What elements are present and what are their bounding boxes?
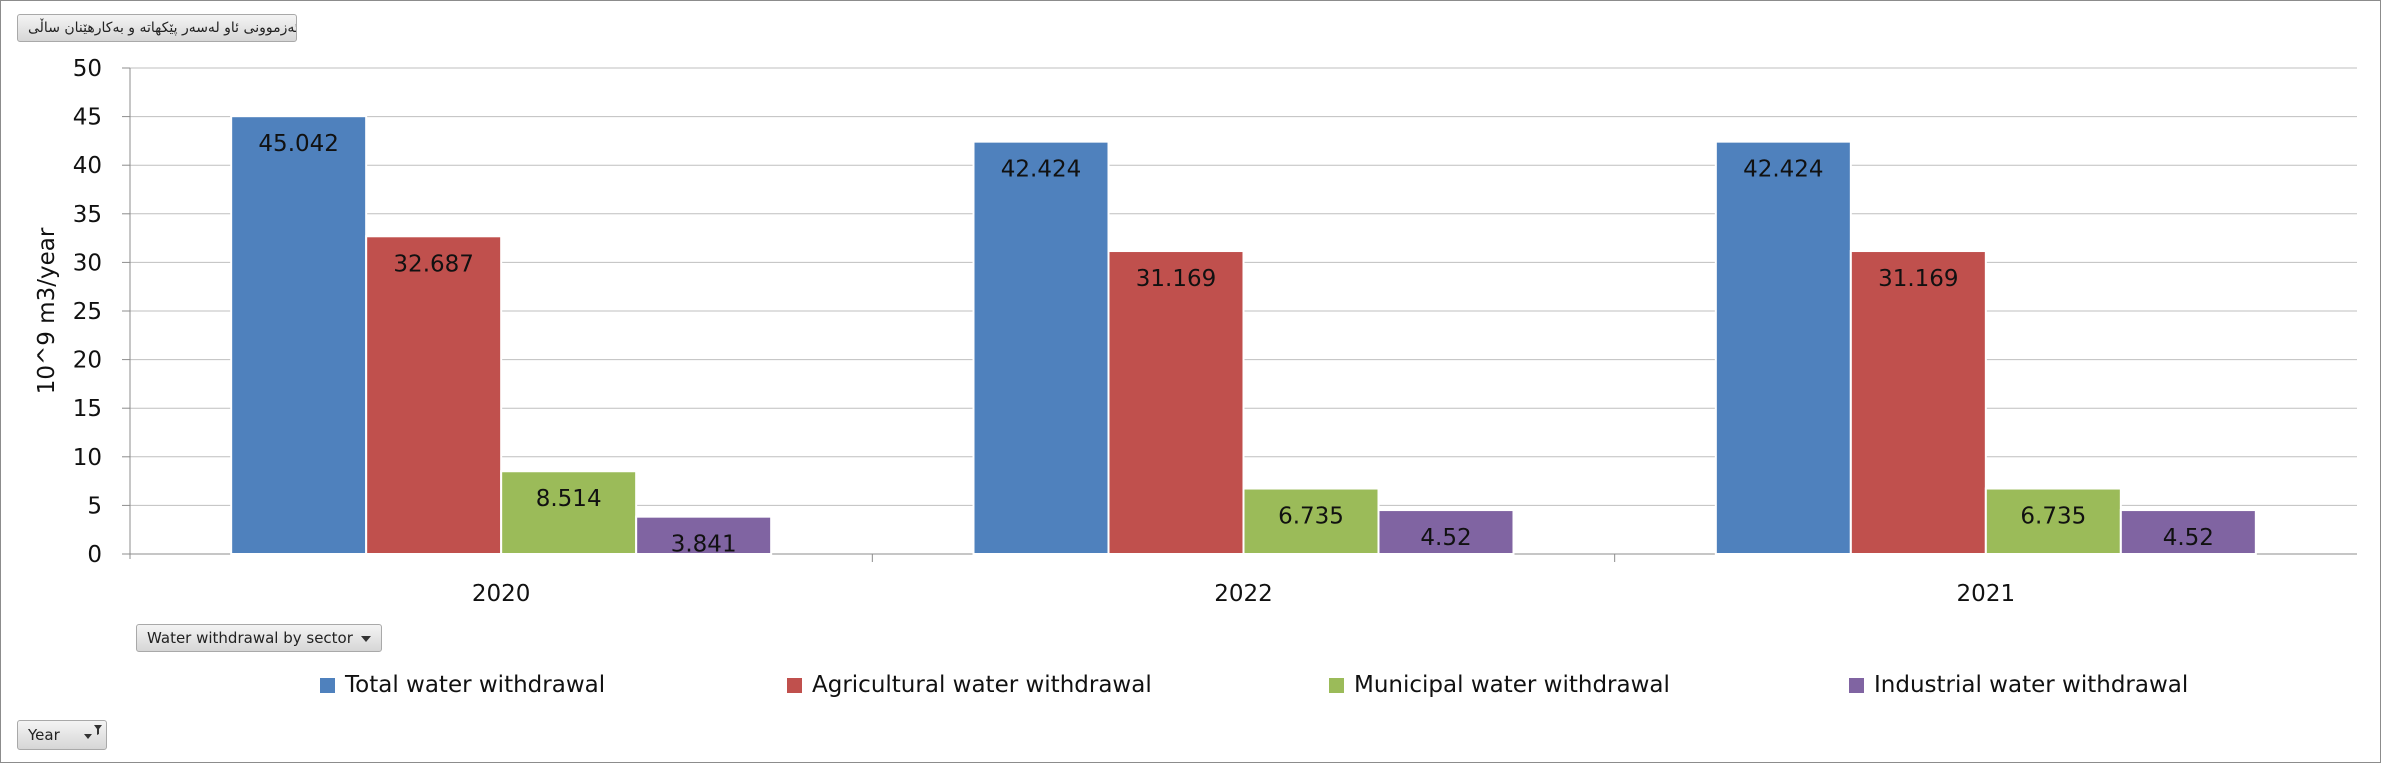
year-field-button[interactable]: Year [17, 720, 107, 750]
data-label: 4.52 [2163, 525, 2214, 551]
series-field-label: Water withdrawal by sector [147, 629, 353, 647]
data-label: 45.042 [258, 131, 338, 157]
bar [230, 115, 368, 555]
y-tick-label: 10 [73, 445, 102, 471]
x-tick-label: 2022 [1214, 581, 1273, 607]
data-label: 31.169 [1136, 266, 1216, 292]
year-field-label: Year [28, 726, 60, 744]
x-tick-label: 2021 [1957, 581, 2016, 607]
legend-swatch-agricultural [787, 677, 802, 693]
data-label: 3.841 [671, 532, 737, 558]
legend-label-industrial: Industrial water withdrawal [1874, 672, 2189, 698]
y-tick-label: 5 [87, 493, 102, 519]
chart-title-field-label: ئەزموونی ئاو لەسەر پێکهاتە و بەکارهێنان … [28, 20, 297, 36]
y-tick-label: 50 [73, 56, 102, 82]
y-axis-title: 10^9 m3/year [34, 227, 60, 394]
y-tick-label: 15 [73, 396, 102, 422]
legend-swatch-municipal [1329, 677, 1344, 693]
series-field-button[interactable]: Water withdrawal by sector [136, 624, 382, 652]
data-label: 8.514 [536, 486, 602, 512]
filter-icon [94, 725, 102, 735]
y-tick-label: 20 [73, 348, 102, 374]
y-tick-label: 25 [73, 299, 102, 325]
bar [365, 235, 503, 556]
data-label: 6.735 [2020, 504, 2086, 530]
legend-item-municipal: Municipal water withdrawal [1329, 672, 1670, 698]
bar [2119, 509, 2257, 556]
data-label: 42.424 [1001, 157, 1081, 183]
y-tick-label: 30 [73, 250, 102, 276]
y-tick-label: 0 [87, 542, 102, 568]
data-label: 32.687 [393, 251, 473, 277]
y-tick-label: 40 [73, 153, 102, 179]
legend-swatch-industrial [1849, 677, 1864, 693]
legend-item-industrial: Industrial water withdrawal [1849, 672, 2188, 698]
bar [635, 515, 773, 555]
chart-title-field-button[interactable]: ئەزموونی ئاو لەسەر پێکهاتە و بەکارهێنان … [17, 14, 297, 42]
bar [1714, 140, 1852, 555]
data-label: 42.424 [1743, 157, 1823, 183]
y-tick-label: 35 [73, 202, 102, 228]
bar [1107, 250, 1245, 555]
dropdown-arrow-icon [84, 734, 92, 739]
legend-label-municipal: Municipal water withdrawal [1354, 672, 1670, 698]
data-label: 6.735 [1278, 504, 1344, 530]
bar [500, 470, 638, 556]
legend-item-agricultural: Agricultural water withdrawal [787, 672, 1152, 698]
x-tick-label: 2020 [472, 581, 531, 607]
dropdown-arrow-icon [361, 636, 371, 642]
bar [1849, 250, 1987, 555]
bar [1242, 487, 1380, 555]
legend-item-total: Total water withdrawal [320, 672, 605, 698]
legend: Total water withdrawal Agricultural wate… [0, 672, 2381, 702]
bar-chart: 0 5 10 15 20 25 30 35 40 45 50 10^9 m3/year 2020 45.0… [34, 56, 2357, 607]
y-tick-label: 45 [73, 105, 102, 131]
bar [1377, 509, 1515, 556]
data-label: 31.169 [1878, 266, 1958, 292]
bar [1984, 487, 2122, 555]
data-label: 4.52 [1420, 525, 1471, 551]
legend-label-total: Total water withdrawal [345, 672, 606, 698]
legend-swatch-total [320, 677, 335, 693]
legend-label-agricultural: Agricultural water withdrawal [812, 672, 1152, 698]
bar [972, 140, 1110, 555]
